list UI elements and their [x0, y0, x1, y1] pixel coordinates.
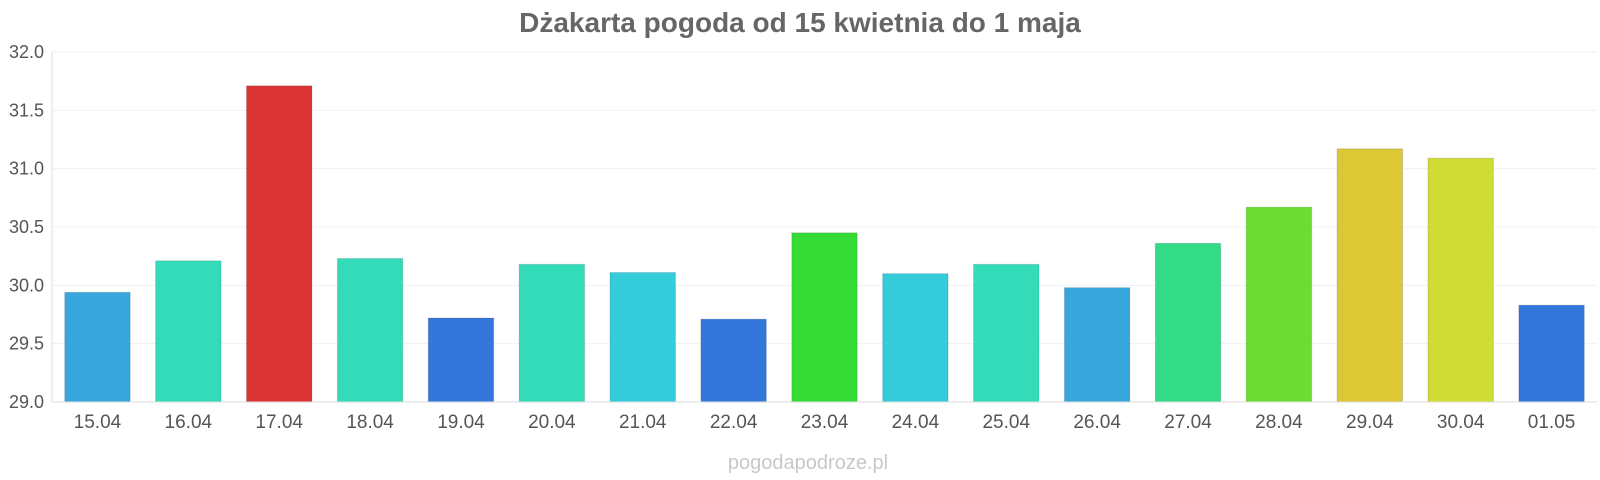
y-tick-label: 30.5 [9, 217, 44, 237]
x-tick-label: 23.04 [801, 412, 849, 433]
chart-title: Dżakarta pogoda od 15 kwietnia do 1 maja [519, 7, 1081, 38]
y-tick-label: 30.0 [9, 275, 44, 295]
bars [64, 85, 1585, 403]
x-tick-label: 21.04 [619, 412, 667, 433]
x-tick-label: 01.05 [1528, 412, 1576, 433]
bar-15.04 [64, 291, 131, 403]
bar-27.04 [1154, 242, 1222, 403]
x-tick-label: 19.04 [437, 412, 485, 433]
y-tick-label: 29.0 [9, 392, 44, 412]
y-tick-label: 32.0 [9, 42, 44, 62]
x-tick-label: 29.04 [1346, 412, 1394, 433]
bar-25.04 [973, 263, 1040, 403]
x-tick-label: 30.04 [1437, 412, 1485, 433]
bar-29.04 [1336, 148, 1404, 403]
y-axis-ticks: 29.0 29.5 30.0 30.5 31.0 31.5 32.0 [9, 42, 44, 412]
bar-30.04 [1427, 157, 1494, 403]
bar-23.04 [791, 232, 858, 403]
y-tick-label: 29.5 [9, 334, 44, 354]
x-tick-label: 25.04 [982, 412, 1030, 433]
y-tick-label: 31.5 [9, 100, 44, 120]
x-tick-label: 26.04 [1073, 412, 1121, 433]
bar-20.04 [518, 263, 586, 403]
x-tick-label: 18.04 [346, 412, 394, 433]
bar-16.04 [155, 260, 222, 403]
bar-26.04 [1063, 287, 1131, 403]
x-tick-label: 20.04 [528, 412, 576, 433]
bar-24.04 [882, 273, 949, 403]
bar-22.04 [700, 318, 767, 403]
bar-28.04 [1245, 206, 1313, 403]
x-axis-ticks: 15.04 16.04 17.04 18.04 19.04 20.04 21.04 22.04… [74, 412, 1576, 433]
watermark: pogodapodroze.pl [728, 452, 888, 474]
x-tick-label: 27.04 [1164, 412, 1212, 433]
y-tick-label: 31.0 [9, 159, 44, 179]
x-tick-label: 28.04 [1255, 412, 1303, 433]
bar-18.04 [336, 258, 404, 403]
x-tick-label: 24.04 [892, 412, 940, 433]
bar-01.05 [1518, 304, 1585, 403]
x-tick-label: 16.04 [165, 412, 213, 433]
bar-21.04 [609, 272, 676, 403]
bar-17.04 [245, 85, 313, 403]
x-tick-label: 17.04 [255, 412, 303, 433]
bar-19.04 [427, 317, 495, 403]
x-tick-label: 15.04 [74, 412, 122, 433]
x-tick-label: 22.04 [710, 412, 758, 433]
